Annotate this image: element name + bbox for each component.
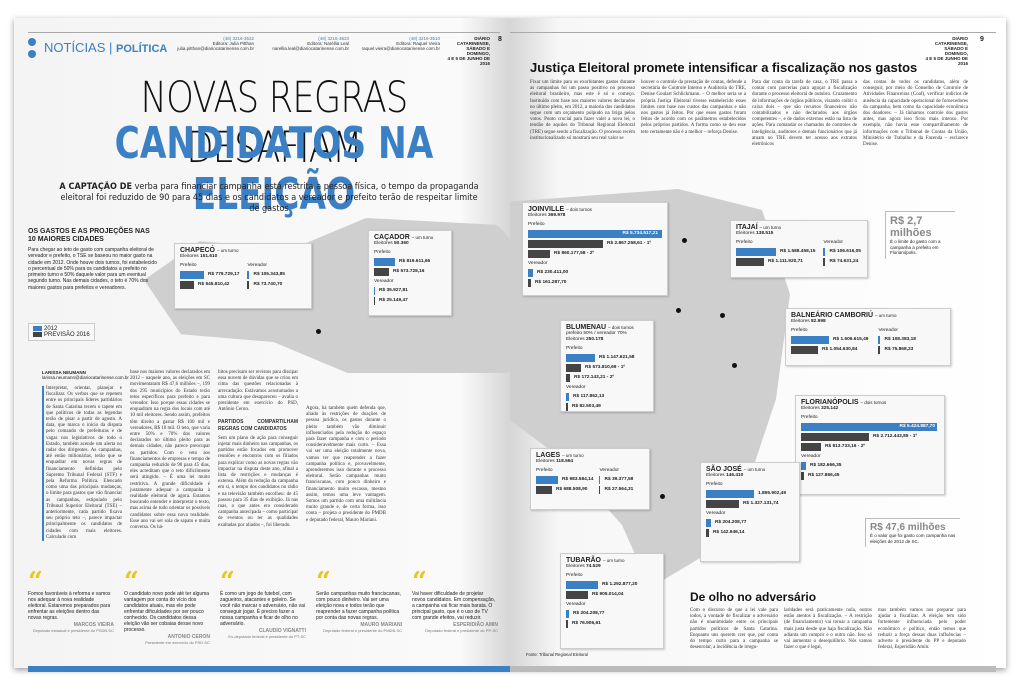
city-box-florianopolis: FLORIANÓPOLIS – dois turnos Eleitores 32… bbox=[795, 395, 945, 495]
stat-2-7-milhoes: R$ 2,7 milhões É o limite do gasto com a … bbox=[885, 211, 955, 259]
footer-bar bbox=[510, 666, 996, 672]
right-col-3: Para dar conta da tarefa de casa, o TRE … bbox=[752, 80, 857, 148]
quotes-row: “Fomos favoráveis à reforma e vamos nos … bbox=[28, 567, 508, 646]
header-rule bbox=[510, 32, 996, 33]
section-dots bbox=[28, 38, 36, 62]
quote-mark-icon: “ bbox=[412, 567, 427, 597]
city-box-balneario-camboriu: BALNEÁRIO CAMBORIÚ – um turno Eleitores … bbox=[785, 308, 951, 366]
article-col-4: Agora, há também quem defenda que, aliad… bbox=[306, 406, 386, 523]
city-box-tubarao: TUBARÃO – um turno Eleitores 74.529 Pref… bbox=[560, 553, 664, 649]
deck: A CAPTAÇÃO DE verba para financiar campa… bbox=[59, 182, 479, 214]
sidebar-text: Para chegar ao teto de gasto com campanh… bbox=[28, 247, 157, 291]
editor-1: (48) 3216-3532 Editora: Julia Pitthan juli… bbox=[177, 36, 254, 51]
sub-col-2: laridades será praticamente nula, outros… bbox=[784, 608, 872, 651]
pin-joinville bbox=[682, 238, 687, 243]
pin-lages bbox=[660, 494, 665, 499]
city-box-lages: LAGES – um turno Eleitores 118.564 Prefe… bbox=[530, 448, 650, 510]
legend: 2012 PREVISÃO 2016 bbox=[28, 323, 95, 342]
legend-swatch-2012 bbox=[33, 326, 42, 331]
article-subhead: PARTIDOS COMPARTILHAM REGRAS COM CANDIDA… bbox=[218, 419, 298, 432]
byline: LARISSA NEUMANN larissa.neumann@diariocat… bbox=[42, 370, 129, 380]
editor-2: (48) 3216-3533 Editora: Naréllia Leal nare… bbox=[272, 36, 349, 51]
city-box-sao-jose: SÃO JOSÉ – um turno Eleitores 146.410 Pr… bbox=[700, 462, 800, 562]
quote-mark-icon: “ bbox=[220, 567, 235, 597]
right-col-4: das contas de todos os candidatos, além … bbox=[863, 80, 968, 148]
newspaper-spread: NOTÍCIAS | POLÍTICA (48) 3216-3532 Editor… bbox=[14, 18, 1006, 672]
article-col-3: bitos precisam ser revistos para dissipa… bbox=[218, 370, 298, 528]
quote-mark-icon: “ bbox=[124, 567, 139, 597]
headline-line-1: NOVAS REGRAS DESAFIAM bbox=[140, 73, 409, 173]
quote-1: “Fomos favoráveis à reforma e vamos nos … bbox=[28, 567, 114, 633]
quote-5: “Vai haver dificuldade de projetar novos… bbox=[412, 567, 498, 633]
source-note: Fonte: Tribunal Regional Eleitoral bbox=[526, 652, 588, 657]
sub-col-1: Com o discurso de que a lei vale para to… bbox=[690, 608, 778, 651]
right-page: DIÁRIO CATARINENSE, SÁBADO E DOMINGO, 4 E … bbox=[510, 18, 1006, 672]
quote-mark-icon: “ bbox=[316, 567, 331, 597]
sub-col-3: mas também vamos nos preparar para ajuda… bbox=[878, 608, 966, 651]
page-number: 8 bbox=[498, 36, 502, 43]
editor-3: (48) 3216-3510 Editora: Raquel Vieira raqu… bbox=[361, 36, 440, 51]
city-box-cacador: CAÇADOR – um turno Eleitores 50.360 Pref… bbox=[368, 230, 452, 316]
stat-47-6-milhoes: R$ 47,6 milhões É o valor que foi gasto c… bbox=[865, 518, 960, 547]
pin-florianopolis bbox=[732, 363, 737, 368]
subheadline: De olho no adversário bbox=[690, 590, 817, 604]
section-label: NOTÍCIAS | POLÍTICA bbox=[44, 40, 168, 55]
article-col-2: base nos maiores valores declarados em 2… bbox=[130, 370, 210, 531]
sidebar-title: OS GASTOS E AS PROJEÇÕES NAS 10 MAIORES … bbox=[28, 228, 150, 243]
headline-line-2: CANDIDATOS NA ELEIÇÃO bbox=[114, 118, 434, 220]
right-col-2: houver o controle da prestação de contas… bbox=[641, 80, 746, 135]
sidebar: OS GASTOS E AS PROJEÇÕES NAS 10 MAIORES … bbox=[28, 228, 158, 291]
legend-swatch-2016 bbox=[33, 332, 42, 338]
dateline: DIÁRIO CATARINENSE, SÁBADO E DOMINGO, 4 E … bbox=[925, 36, 968, 66]
footer-bar bbox=[28, 666, 510, 672]
article-col-1: Interpretar, orientar, planejar e fiscal… bbox=[42, 386, 122, 542]
pin-itajai bbox=[720, 313, 725, 318]
right-col-1: Fixar um limite para os exorbitantes gas… bbox=[530, 80, 635, 141]
page-number: 9 bbox=[980, 36, 984, 43]
city-box-joinville: JOINVILLE – dois turnos Eleitores 369.97… bbox=[522, 202, 668, 296]
dateline: DIÁRIO CATARINENSE, SÁBADO E DOMINGO, 4 E … bbox=[447, 36, 490, 66]
quote-3: “É como um jogo de futebol, com zagueiro… bbox=[220, 567, 306, 639]
city-box-chapeco: CHAPECÓ – um turno Eleitores 151.610 Pre… bbox=[174, 243, 312, 309]
quote-4: “Serão campanhas muito franciscanas, com… bbox=[316, 567, 402, 633]
city-box-blumenau: BLUMENAU – dois turnos prefeito 50% / ve… bbox=[560, 320, 654, 412]
quote-mark-icon: “ bbox=[28, 567, 43, 597]
pin-chapeco bbox=[316, 329, 321, 334]
pin-blumenau bbox=[676, 308, 681, 313]
city-box-itajai: ITAJAÍ – um turno Eleitores 138.515 Pref… bbox=[730, 220, 868, 278]
header-rule bbox=[28, 32, 500, 33]
quote-2: “O candidato novo pode até ter alguma va… bbox=[124, 567, 210, 645]
left-page: NOTÍCIAS | POLÍTICA (48) 3216-3532 Editor… bbox=[14, 18, 514, 672]
right-headline: Justiça Eleitoral promete intensificar a… bbox=[530, 60, 918, 75]
